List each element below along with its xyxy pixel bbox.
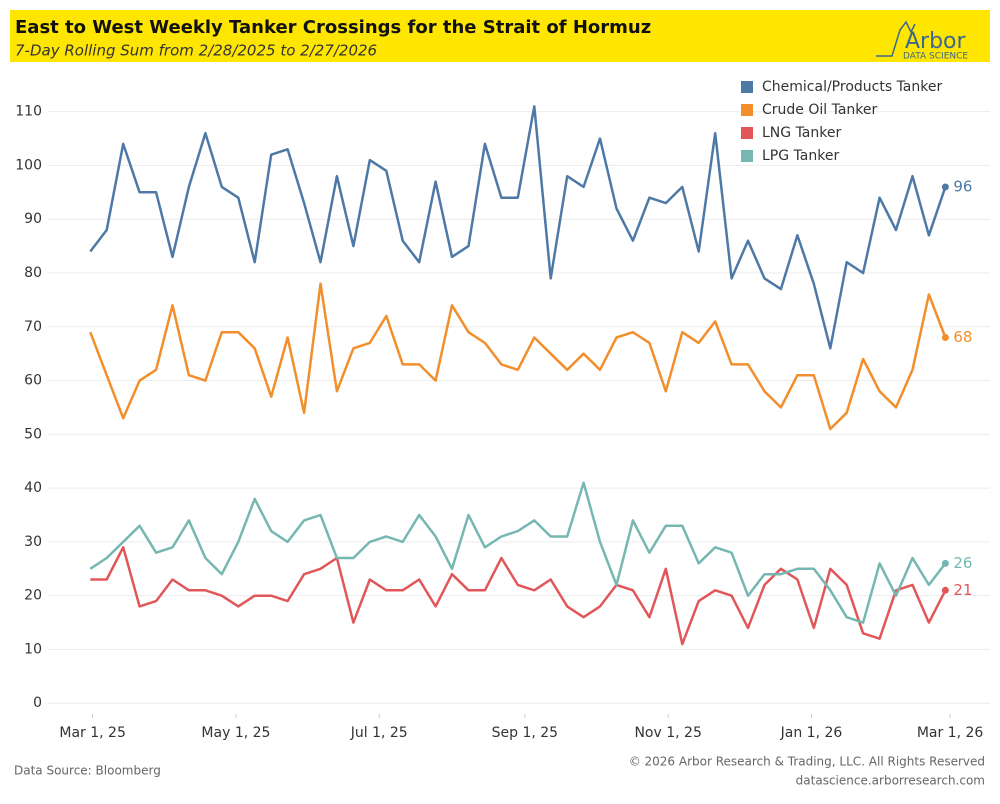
series-line <box>89 481 947 624</box>
end-point <box>941 183 949 191</box>
logo-tagline: DATA SCIENCE <box>903 52 968 62</box>
y-tick-label: 110 <box>15 104 42 120</box>
logo-name: Arbor <box>905 29 967 54</box>
end-point <box>941 559 949 567</box>
end-point <box>941 586 949 594</box>
series-line <box>89 282 947 431</box>
y-tick-label: 70 <box>24 319 42 335</box>
end-label: 21 <box>953 581 972 599</box>
header-band <box>10 10 990 62</box>
y-tick-label: 30 <box>24 534 42 550</box>
legend-label: LNG Tanker <box>762 125 841 141</box>
series-line <box>90 546 947 646</box>
end-label: 26 <box>953 554 972 572</box>
legend-label: Chemical/Products Tanker <box>762 79 942 95</box>
y-tick-label: 40 <box>24 480 42 496</box>
series-line <box>89 105 947 350</box>
x-tick-label: Jul 1, 25 <box>350 725 408 741</box>
legend-swatch <box>741 104 753 116</box>
y-tick-label: 90 <box>24 211 42 227</box>
x-tick-label: Sep 1, 25 <box>492 725 558 741</box>
y-tick-label: 0 <box>33 695 42 711</box>
x-tick-label: May 1, 25 <box>201 725 270 741</box>
legend-label: Crude Oil Tanker <box>762 102 878 118</box>
copyright: © 2026 Arbor Research & Trading, LLC. Al… <box>629 755 985 769</box>
y-tick-label: 50 <box>24 426 42 442</box>
chart-subtitle: 7-Day Rolling Sum from 2/28/2025 to 2/27… <box>15 42 377 60</box>
y-tick-label: 100 <box>15 157 42 173</box>
end-point <box>941 334 949 342</box>
legend-swatch <box>741 150 753 162</box>
legend-label: LPG Tanker <box>762 148 839 164</box>
x-tick-label: Nov 1, 25 <box>634 725 701 741</box>
legend-swatch <box>741 127 753 139</box>
y-tick-label: 20 <box>24 588 42 604</box>
x-tick-label: Mar 1, 25 <box>59 725 126 741</box>
legend-swatch <box>741 81 753 93</box>
y-tick-label: 10 <box>24 641 42 657</box>
source-note: Data Source: Bloomberg <box>14 764 161 778</box>
url: datascience.arborresearch.com <box>796 774 985 788</box>
logo-icon <box>876 20 916 57</box>
x-tick-label: Mar 1, 26 <box>917 725 984 741</box>
end-label: 96 <box>953 177 972 195</box>
y-tick-label: 80 <box>24 265 42 281</box>
y-tick-label: 60 <box>24 373 42 389</box>
x-tick-label: Jan 1, 26 <box>780 725 843 741</box>
chart-title: East to West Weekly Tanker Crossings for… <box>15 17 651 38</box>
end-label: 68 <box>953 328 972 346</box>
